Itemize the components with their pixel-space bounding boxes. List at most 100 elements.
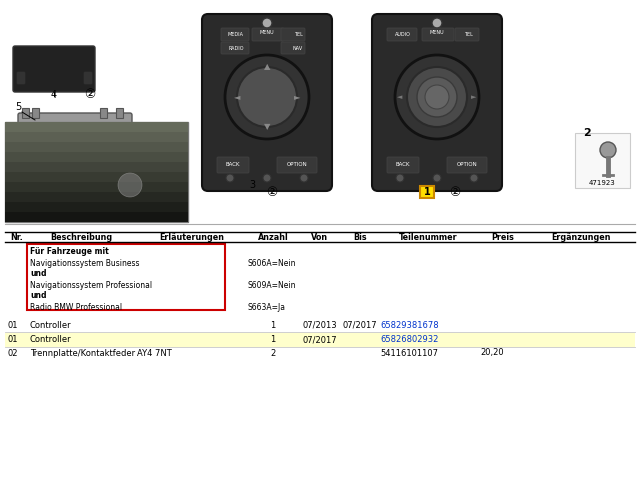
Bar [5, 122, 188, 132]
Bar [22, 108, 29, 118]
Bar [5, 212, 188, 222]
Bar [90, 162, 100, 172]
Text: OPTION: OPTION [456, 163, 477, 168]
Bar [5, 318, 635, 332]
Text: 54116101107: 54116101107 [380, 348, 438, 358]
Bar [5, 152, 188, 162]
Bar [5, 172, 188, 182]
Circle shape [417, 77, 457, 117]
Text: S606A=Nein: S606A=Nein [248, 259, 296, 267]
FancyBboxPatch shape [18, 113, 132, 167]
Text: Teilenummer: Teilenummer [399, 232, 458, 241]
Circle shape [407, 67, 467, 127]
FancyBboxPatch shape [221, 28, 249, 41]
Circle shape [225, 55, 309, 139]
Circle shape [432, 18, 442, 28]
Text: BACK: BACK [226, 163, 240, 168]
Text: 1: 1 [270, 321, 276, 329]
Text: Preis: Preis [492, 232, 515, 241]
Text: RADIO: RADIO [228, 46, 244, 50]
Text: 07/2017: 07/2017 [342, 321, 378, 329]
Circle shape [237, 67, 297, 127]
Text: MEDIA: MEDIA [228, 32, 244, 36]
Text: 07/2017: 07/2017 [303, 336, 337, 345]
FancyBboxPatch shape [387, 28, 417, 41]
Text: 01: 01 [7, 336, 17, 345]
FancyBboxPatch shape [420, 186, 434, 198]
Text: Navigationssystem Professional: Navigationssystem Professional [30, 280, 152, 289]
Text: Controller: Controller [30, 321, 72, 329]
Text: ▲: ▲ [264, 62, 270, 72]
FancyBboxPatch shape [13, 46, 95, 92]
Circle shape [600, 142, 616, 158]
Text: NAV: NAV [293, 46, 303, 50]
FancyBboxPatch shape [455, 28, 479, 41]
Text: 3: 3 [249, 180, 255, 190]
FancyBboxPatch shape [281, 28, 305, 41]
FancyBboxPatch shape [281, 42, 305, 54]
FancyBboxPatch shape [252, 28, 284, 41]
Text: 1: 1 [424, 187, 430, 197]
FancyBboxPatch shape [422, 28, 454, 41]
Text: und: und [30, 291, 47, 300]
Text: 471923: 471923 [589, 180, 616, 186]
Circle shape [118, 173, 142, 197]
Text: S609A=Nein: S609A=Nein [248, 280, 296, 289]
Text: ▼: ▼ [264, 122, 270, 132]
Text: AUDIO: AUDIO [395, 32, 411, 36]
Text: 4: 4 [51, 90, 57, 100]
Text: ◄: ◄ [234, 93, 240, 101]
Text: TEL: TEL [294, 32, 303, 36]
Circle shape [433, 174, 441, 182]
FancyBboxPatch shape [372, 14, 502, 191]
Text: Navigationssystem Business: Navigationssystem Business [30, 259, 140, 267]
FancyBboxPatch shape [202, 14, 332, 191]
FancyBboxPatch shape [27, 244, 225, 310]
Text: Erläuterungen: Erläuterungen [159, 232, 224, 241]
Bar [5, 202, 188, 212]
Text: 65826802932: 65826802932 [380, 336, 438, 345]
Text: 02: 02 [7, 348, 17, 358]
FancyBboxPatch shape [84, 72, 92, 84]
Text: BACK: BACK [396, 163, 410, 168]
Circle shape [425, 85, 449, 109]
FancyBboxPatch shape [221, 42, 249, 54]
Bar [5, 192, 188, 202]
Text: ②: ② [266, 186, 278, 199]
Bar [5, 142, 188, 152]
Text: ►: ► [294, 93, 300, 101]
Text: Bis: Bis [353, 232, 367, 241]
Text: und: und [30, 269, 47, 278]
Text: ◄: ◄ [397, 94, 403, 100]
FancyBboxPatch shape [17, 72, 25, 84]
Bar [5, 333, 635, 347]
Text: Controller: Controller [30, 336, 72, 345]
Text: MENU: MENU [260, 29, 275, 35]
Text: 20,20: 20,20 [480, 348, 504, 358]
Bar [30, 162, 40, 172]
Text: 1: 1 [270, 336, 276, 345]
FancyBboxPatch shape [277, 157, 317, 173]
Text: Radio BMW Professional: Radio BMW Professional [30, 302, 122, 312]
Text: 07/2013: 07/2013 [303, 321, 337, 329]
Circle shape [396, 174, 404, 182]
Text: Trennplatte/Kontaktfeder: Trennplatte/Kontaktfeder [30, 348, 135, 358]
Circle shape [300, 174, 308, 182]
Text: OPTION: OPTION [287, 163, 307, 168]
Bar [5, 182, 188, 192]
Text: Für Fahrzeuge mit: Für Fahrzeuge mit [30, 248, 109, 256]
Text: MENU: MENU [429, 29, 444, 35]
Bar [5, 122, 188, 222]
Text: AY4 7NT: AY4 7NT [137, 348, 172, 358]
Bar [5, 162, 188, 172]
Bar [5, 132, 188, 142]
Bar [32, 108, 39, 118]
Text: ►: ► [471, 94, 477, 100]
FancyBboxPatch shape [217, 157, 249, 173]
FancyBboxPatch shape [387, 157, 419, 173]
Circle shape [262, 18, 272, 28]
Bar [116, 108, 123, 118]
Circle shape [395, 55, 479, 139]
Bar [100, 108, 107, 118]
Text: 01: 01 [7, 321, 17, 329]
